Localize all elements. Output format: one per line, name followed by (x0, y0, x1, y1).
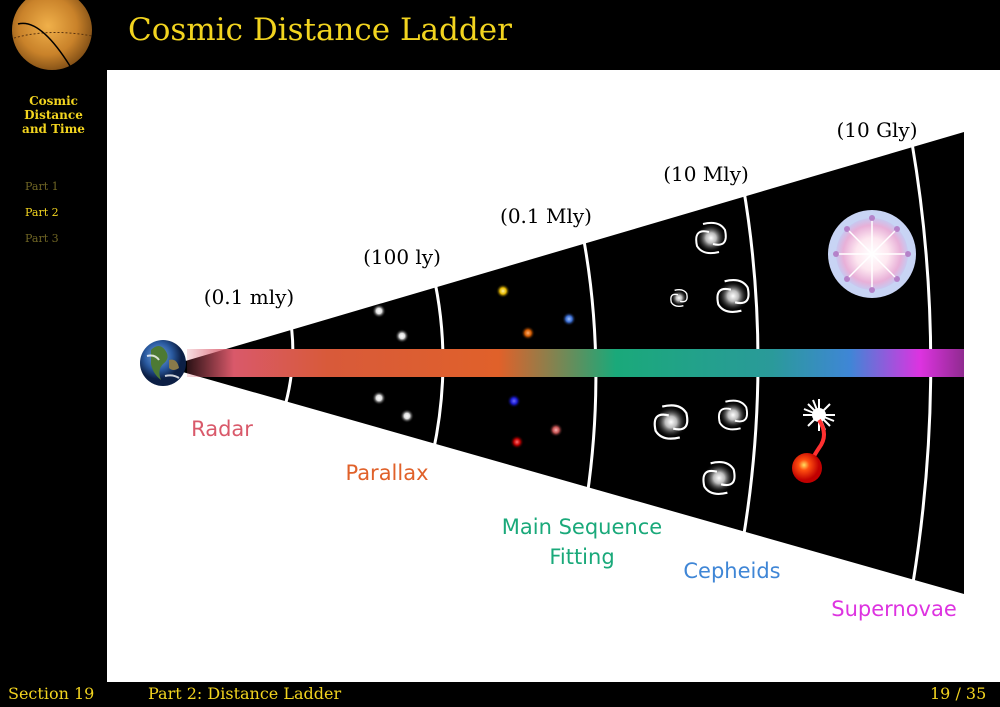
sidebar-title-line: Cosmic (29, 94, 78, 108)
sidebar-title-line: and Time (22, 122, 85, 136)
star-icon (521, 326, 535, 340)
spiral-galaxy-icon (695, 221, 727, 255)
slide-title: Cosmic Distance Ladder (128, 12, 512, 48)
method-label-main-sequence: Main Sequence (502, 515, 662, 539)
method-label-radar: Radar (191, 417, 253, 441)
sun-logo-icon (12, 0, 93, 70)
star-icon (549, 423, 563, 437)
method-label-cepheids: Cepheids (683, 559, 780, 583)
supernova-explosion-icon (792, 399, 835, 483)
star-icon (562, 312, 576, 326)
page-number: 19 / 35 (930, 684, 987, 703)
sidebar-title[interactable]: Cosmic Distance and Time (0, 94, 107, 136)
sidebar: Cosmic Distance and Time Part 1 Part 2 P… (0, 70, 107, 682)
star-icon (372, 304, 386, 318)
footer-part[interactable]: Part 2: Distance Ladder (148, 684, 342, 703)
spiral-galaxy-icon (653, 404, 689, 440)
method-label-main-sequence: Fitting (549, 545, 614, 569)
method-range-band (187, 349, 964, 377)
header: Cosmic Distance Ladder (0, 0, 1000, 70)
supernova-remnant-icon (828, 210, 916, 298)
distance-label: (100 ly) (363, 245, 441, 269)
star-icon (372, 391, 386, 405)
sidebar-item-part-1[interactable]: Part 1 (25, 180, 59, 193)
distance-label: (10 Mly) (663, 162, 749, 186)
star-icon (395, 329, 409, 343)
spiral-galaxy-icon (718, 399, 748, 431)
spiral-galaxy-icon (702, 461, 736, 495)
sidebar-title-line: Distance (24, 108, 83, 122)
method-label-parallax: Parallax (345, 461, 428, 485)
distance-label: (0.1 mly) (204, 285, 294, 309)
slide-content: (0.1 mly) (100 ly) (0.1 Mly) (10 Mly) (1… (107, 70, 1000, 682)
sidebar-item-part-3[interactable]: Part 3 (25, 232, 59, 245)
footer-section[interactable]: Section 19 (8, 684, 95, 703)
star-icon (507, 394, 521, 408)
spiral-galaxy-icon (670, 288, 688, 308)
spiral-galaxy-icon (716, 279, 750, 313)
star-icon (400, 409, 414, 423)
distance-label: (10 Gly) (836, 118, 917, 142)
sidebar-item-part-2[interactable]: Part 2 (25, 206, 59, 219)
method-label-supernovae: Supernovae (831, 597, 957, 621)
star-icon (510, 435, 524, 449)
distance-ladder-diagram: (0.1 mly) (100 ly) (0.1 Mly) (10 Mly) (1… (140, 118, 964, 621)
distance-label: (0.1 Mly) (500, 204, 592, 228)
star-icon (496, 284, 510, 298)
earth-icon (140, 340, 186, 386)
footer: Section 19 Part 2: Distance Ladder 19 / … (0, 682, 1000, 707)
